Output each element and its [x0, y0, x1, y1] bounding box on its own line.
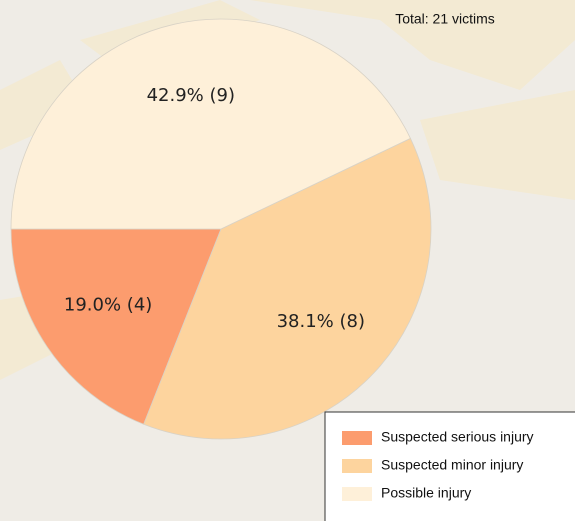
legend: Suspected serious injury Suspected minor …: [342, 429, 534, 501]
legend-swatch: [342, 431, 372, 445]
slice-labels: 19.0% (4) 38.1% (8) 42.9% (9): [64, 85, 365, 332]
slice-label: 42.9% (9): [147, 85, 235, 106]
slice-label: 38.1% (8): [277, 311, 365, 332]
pie-slice: [10, 228, 222, 425]
pie-slice: [143, 137, 432, 440]
legend-swatch: [342, 487, 372, 501]
legend-swatch: [342, 459, 372, 473]
legend-label: Suspected minor injury: [381, 457, 523, 473]
legend-label: Suspected serious injury: [381, 429, 534, 445]
pie-slice: [10, 18, 411, 230]
legend-label: Possible injury: [381, 485, 471, 501]
slice-label: 19.0% (4): [64, 295, 152, 316]
chart-title: Total: 21 victims: [395, 11, 495, 27]
pie: [10, 18, 432, 440]
